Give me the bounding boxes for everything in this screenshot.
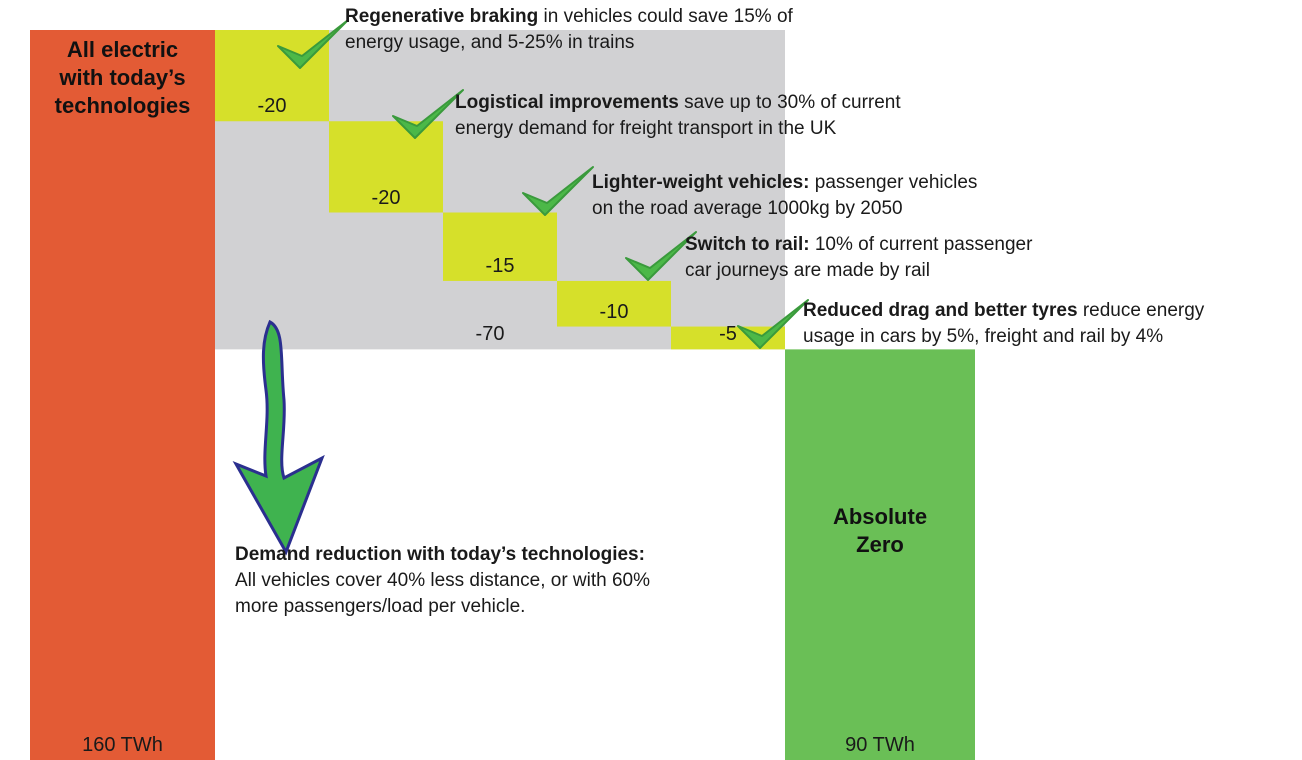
annotation-line: usage in cars by 5%, freight and rail by… — [803, 326, 1163, 347]
annotation-title: Switch to rail: — [685, 234, 810, 255]
annotation-line: passenger vehicles — [815, 172, 978, 193]
annotation-title: Lighter-weight vehicles: — [592, 172, 809, 193]
step-annotation: Logistical improvements save up to 30% o… — [455, 90, 901, 142]
step-annotation: Regenerative braking in vehicles could s… — [345, 4, 793, 56]
annotation-title: Reduced drag and better tyres — [803, 300, 1078, 321]
annotation-line: All vehicles cover 40% less distance, or… — [235, 570, 650, 591]
annotation-title: Demand reduction with today’s technologi… — [235, 544, 645, 565]
start-label: All electric with today’s technologies — [45, 36, 200, 120]
start-value-label: 160 TWh — [30, 734, 215, 757]
step-value-label: -15 — [443, 255, 557, 278]
step-value-label: -10 — [557, 301, 671, 324]
annotation-line: car journeys are made by rail — [685, 260, 930, 281]
annotation-line: save up to 30% of current — [684, 92, 901, 113]
chart: All electric with today’s technologies 16… — [0, 0, 1302, 760]
annotation-line: energy demand for freight transport in t… — [455, 118, 836, 139]
step-value-label: -20 — [329, 187, 443, 210]
step-value-label: -5 — [671, 323, 785, 346]
annotation-line: on the road average 1000kg by 2050 — [592, 198, 903, 219]
annotation-line: energy usage, and 5-25% in trains — [345, 32, 634, 53]
step-annotation: Switch to rail: 10% of current passenger… — [685, 232, 1032, 284]
annotation-line: reduce energy — [1083, 300, 1204, 321]
end-label: Absolute Zero — [815, 503, 945, 559]
reduction-value-label: -70 — [440, 323, 540, 346]
reduction-annotation: Demand reduction with today’s technologi… — [235, 542, 650, 620]
down-arrow — [236, 322, 322, 552]
end-value-label: 90 TWh — [785, 734, 975, 757]
annotation-line: 10% of current passenger — [815, 234, 1033, 255]
annotation-line: in vehicles could save 15% of — [544, 6, 793, 27]
step-annotation: Lighter-weight vehicles: passenger vehic… — [592, 170, 977, 222]
step-value-label: -20 — [215, 95, 329, 118]
annotation-line: more passengers/load per vehicle. — [235, 596, 525, 617]
start-bar — [30, 30, 215, 760]
step-annotation: Reduced drag and better tyres reduce ene… — [803, 298, 1204, 350]
annotation-title: Logistical improvements — [455, 92, 679, 113]
annotation-title: Regenerative braking — [345, 6, 538, 27]
